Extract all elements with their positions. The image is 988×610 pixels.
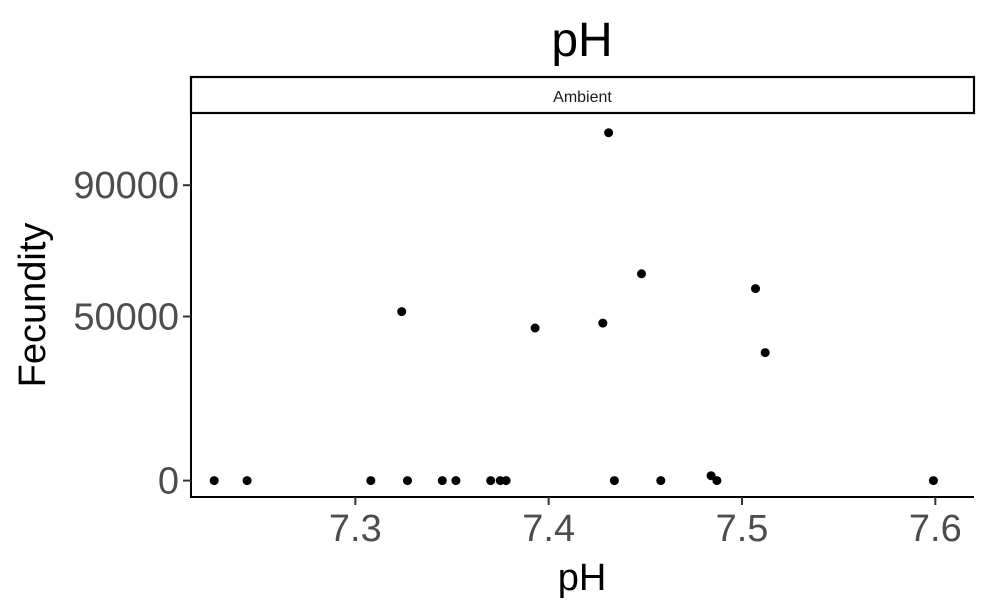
facet-strip-label: Ambient xyxy=(553,89,612,106)
x-axis-ticks: 7.3 7.4 7.5 7.6 xyxy=(329,497,962,550)
chart-title: pH xyxy=(551,14,612,67)
points-layer xyxy=(209,128,938,486)
y-tick-label: 90000 xyxy=(73,165,179,207)
data-point xyxy=(712,476,722,486)
data-point xyxy=(609,476,619,486)
data-point xyxy=(501,476,511,486)
data-point xyxy=(451,476,461,486)
data-point xyxy=(437,476,447,486)
x-tick-label: 7.4 xyxy=(522,508,575,550)
data-point xyxy=(366,476,376,486)
data-point xyxy=(604,128,614,138)
x-axis-title: pH xyxy=(558,557,607,599)
data-point xyxy=(928,476,938,486)
data-point xyxy=(403,476,412,486)
y-tick-label: 0 xyxy=(158,461,179,503)
data-point xyxy=(751,284,760,294)
data-point xyxy=(397,307,407,317)
x-tick-label: 7.5 xyxy=(716,508,769,550)
data-point xyxy=(656,476,666,486)
y-tick-label: 50000 xyxy=(73,296,179,338)
x-tick-label: 7.6 xyxy=(909,508,962,550)
data-point xyxy=(209,476,219,486)
data-point xyxy=(242,476,252,486)
y-axis-ticks: 0 50000 90000 xyxy=(73,165,191,503)
x-tick-label: 7.3 xyxy=(329,508,382,550)
data-point xyxy=(637,269,646,279)
data-point xyxy=(530,323,540,333)
data-point xyxy=(598,318,608,328)
y-axis-title: Fecundity xyxy=(12,223,54,388)
data-point xyxy=(486,476,496,486)
data-point xyxy=(760,348,770,358)
facet-strip xyxy=(189,75,976,115)
